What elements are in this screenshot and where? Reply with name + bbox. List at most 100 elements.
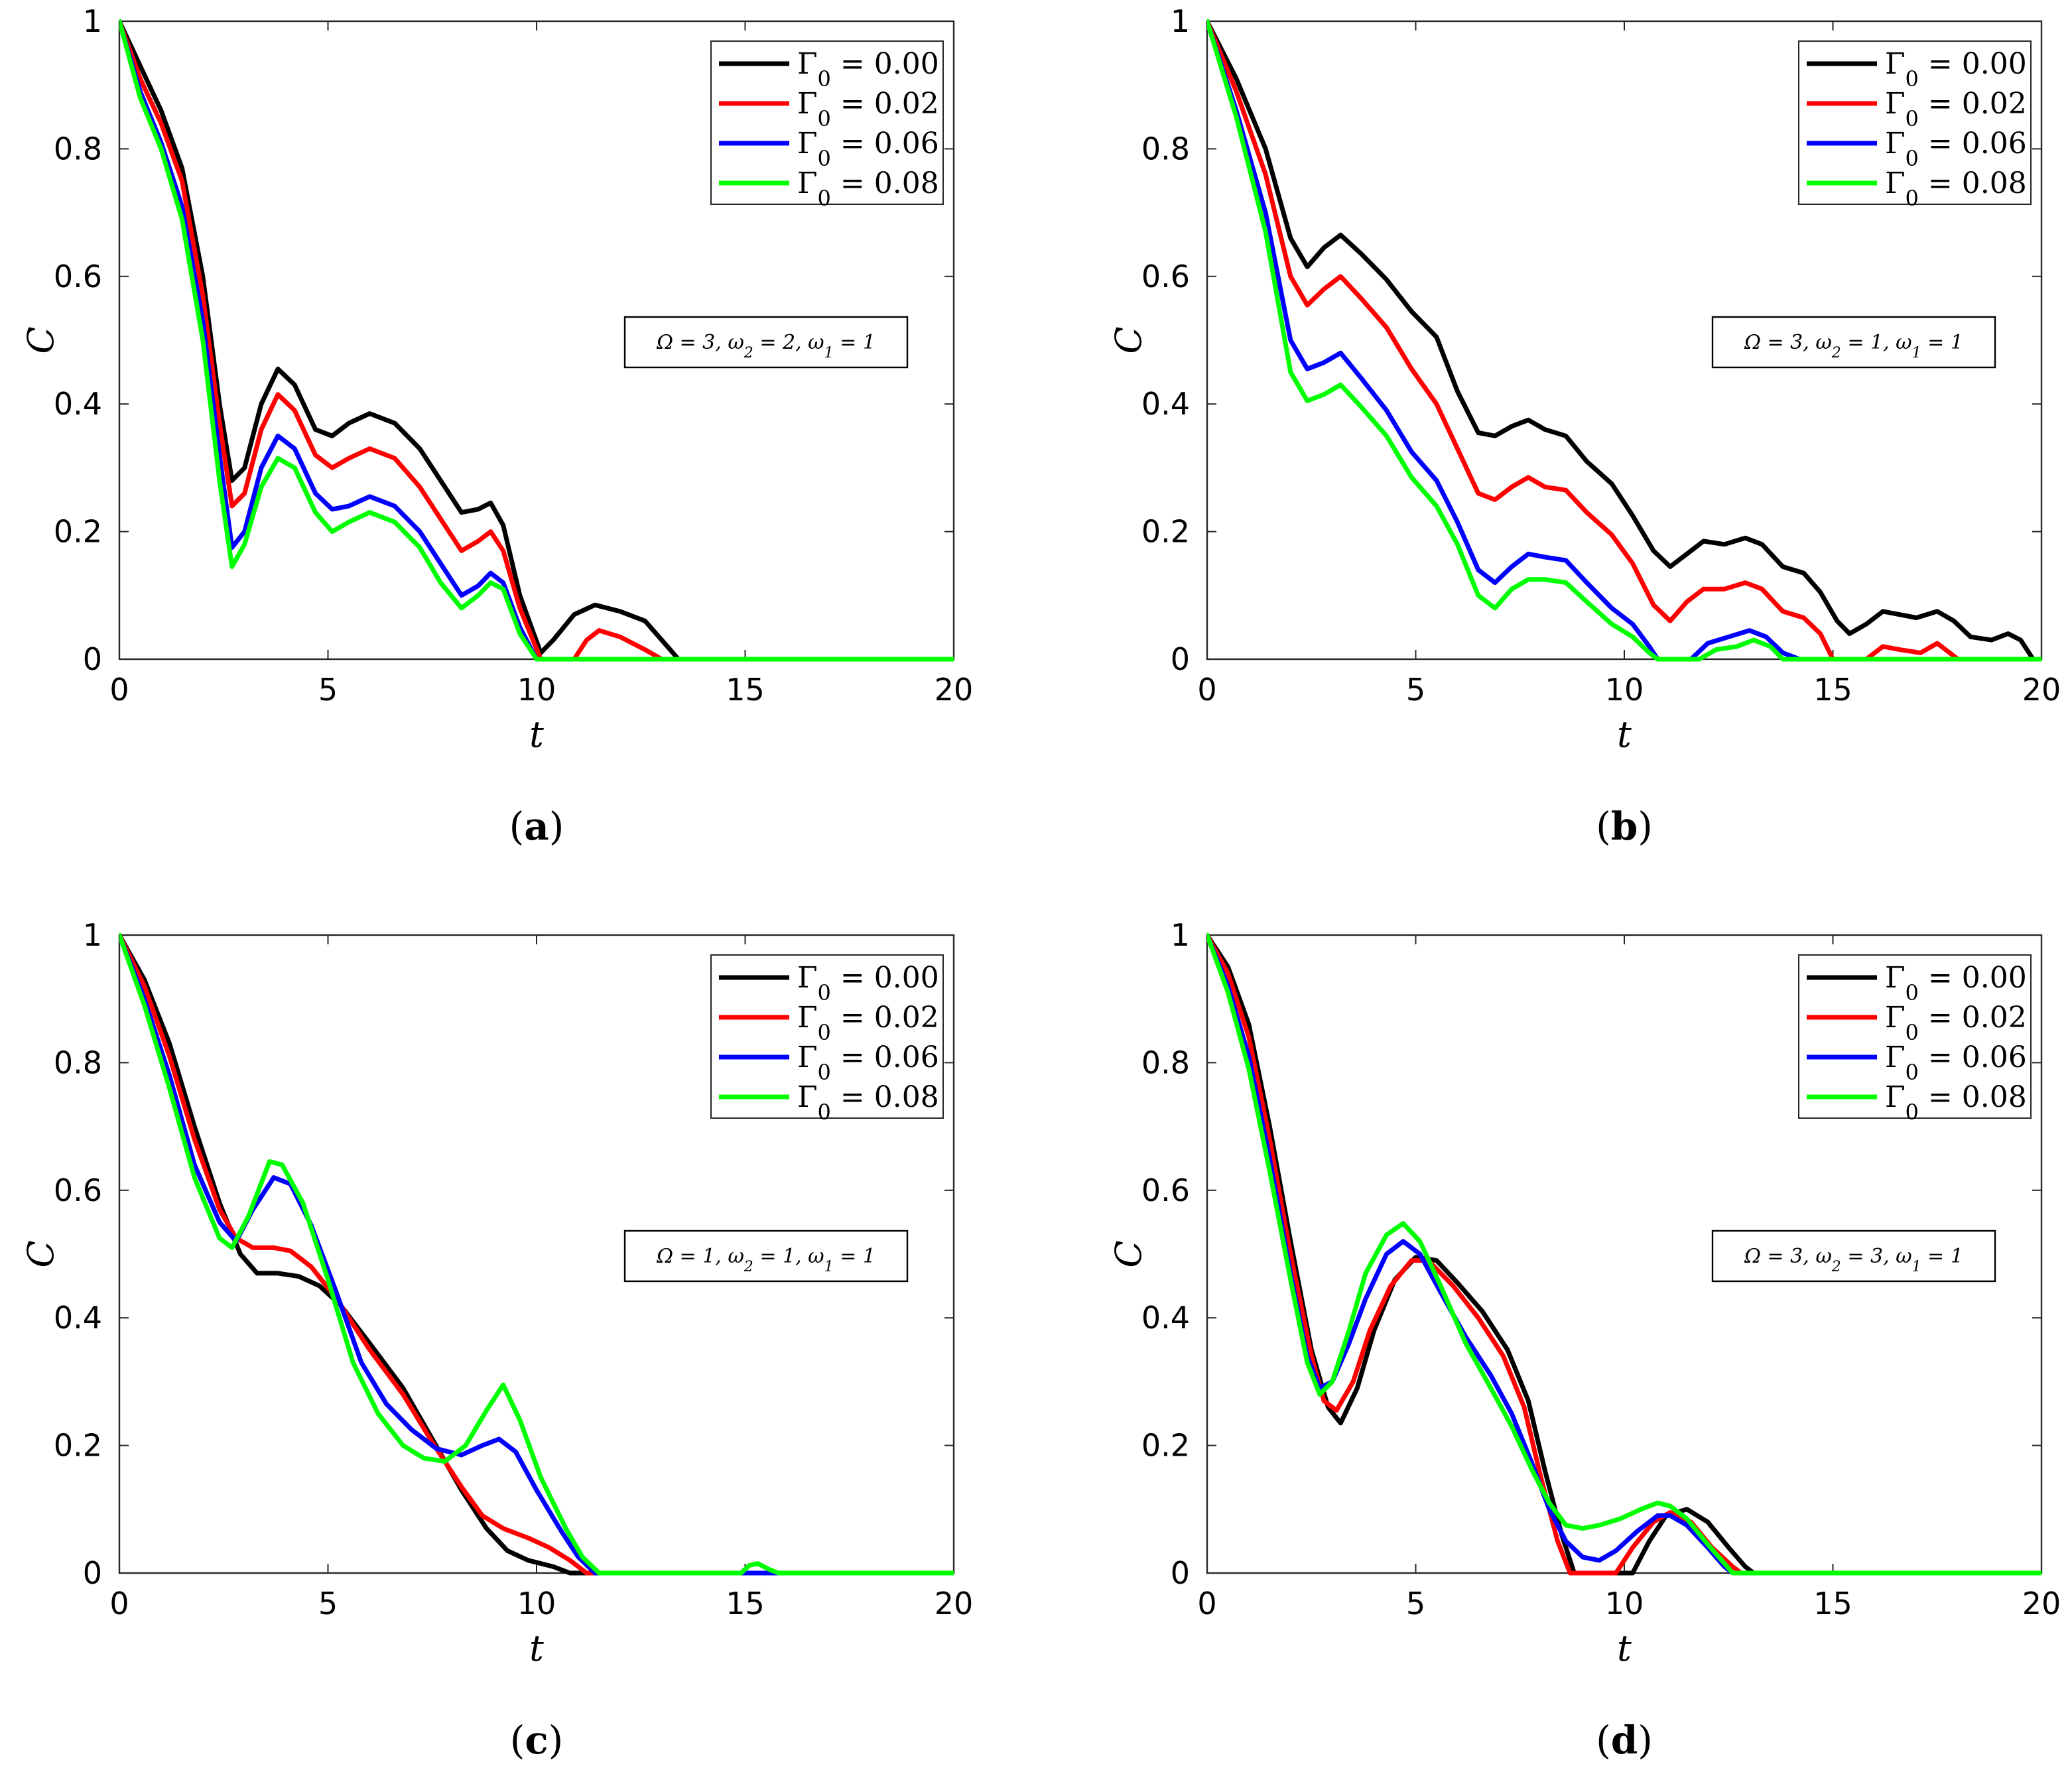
y-tick-label: 0 <box>83 641 102 677</box>
y-tick-label: 0.2 <box>1141 514 1190 550</box>
x-axis-label: t <box>1617 714 1632 755</box>
x-tick-label: 5 <box>318 1586 338 1621</box>
x-tick-label: 15 <box>726 672 765 708</box>
y-tick-label: 1 <box>1171 917 1190 953</box>
legend-label: Γ0 = 0.06 <box>1885 127 2027 171</box>
legend-label: Γ0 = 0.00 <box>797 961 939 1005</box>
series-line-0 <box>119 19 954 662</box>
y-tick-label: 0.8 <box>1141 1044 1190 1080</box>
series-line-1 <box>119 19 954 662</box>
y-tick-label: 1 <box>83 917 102 953</box>
legend-box <box>710 954 944 1119</box>
series-line-1 <box>119 932 954 1576</box>
annotation-box <box>1711 1230 1996 1283</box>
y-axis-label: C <box>1108 1240 1149 1267</box>
legend-label: Γ0 = 0.08 <box>797 166 939 211</box>
x-tick-label: 10 <box>517 672 556 708</box>
y-tick-label: 0.2 <box>54 514 102 550</box>
series-line-3 <box>119 932 954 1576</box>
y-tick-label: 0.2 <box>1141 1428 1190 1464</box>
x-tick-label: 10 <box>517 1586 556 1621</box>
legend-label: Γ0 = 0.08 <box>797 1080 939 1125</box>
x-tick-label: 5 <box>318 672 338 708</box>
series-line-3 <box>119 19 954 662</box>
series-line-1 <box>1207 932 2041 1576</box>
y-tick-label: 0.4 <box>54 386 102 422</box>
y-tick-label: 0 <box>83 1555 102 1591</box>
legend-label: Γ0 = 0.02 <box>797 1001 939 1045</box>
x-tick-label: 5 <box>1406 672 1425 708</box>
annotation-text: Ω = 1, ω2 = 1, ω1 = 1 <box>656 1245 875 1275</box>
y-tick-label: 1 <box>83 3 102 39</box>
annotation-text: Ω = 3, ω2 = 1, ω1 = 1 <box>1744 331 1963 361</box>
x-tick-label: 15 <box>726 1586 765 1621</box>
annotation-box <box>623 1230 909 1283</box>
y-axis-label: C <box>20 1240 62 1267</box>
y-tick-label: 0.4 <box>54 1300 102 1336</box>
y-tick-label: 0 <box>1171 1555 1190 1591</box>
legend-label: Γ0 = 0.06 <box>797 1041 939 1085</box>
legend-box <box>1798 40 2032 205</box>
legend-label: Γ0 = 0.00 <box>797 47 939 92</box>
y-tick-label: 1 <box>1171 3 1190 39</box>
panel-label: (d) <box>1596 1718 1653 1763</box>
annotation-text: Ω = 3, ω2 = 3, ω1 = 1 <box>1744 1245 1963 1275</box>
y-tick-label: 0.8 <box>54 131 102 166</box>
legend-box <box>710 40 944 205</box>
legend-box <box>1798 954 2032 1119</box>
series-line-2 <box>119 932 954 1576</box>
annotation-box <box>1711 316 1996 369</box>
x-tick-label: 20 <box>2022 672 2061 708</box>
y-tick-label: 0.4 <box>1141 386 1190 422</box>
x-tick-label: 10 <box>1605 672 1644 708</box>
x-tick-label: 0 <box>109 1586 129 1621</box>
series-line-0 <box>1207 19 2041 662</box>
x-axis-label: t <box>1617 1627 1632 1669</box>
legend-label: Γ0 = 0.06 <box>1885 1041 2027 1085</box>
x-tick-label: 0 <box>1197 1586 1216 1621</box>
x-tick-label: 15 <box>1813 1586 1852 1621</box>
x-tick-label: 20 <box>935 1586 974 1621</box>
x-axis-label: t <box>529 1627 544 1669</box>
legend-label: Γ0 = 0.02 <box>797 87 939 131</box>
y-tick-label: 0.6 <box>1141 1172 1190 1208</box>
legend-label: Γ0 = 0.02 <box>1885 1001 2027 1045</box>
annotation-text: Ω = 3, ω2 = 2, ω1 = 1 <box>656 331 875 361</box>
y-axis-label: C <box>1108 326 1149 353</box>
x-tick-label: 0 <box>109 672 129 708</box>
y-tick-label: 0.2 <box>54 1428 102 1464</box>
legend-label: Γ0 = 0.02 <box>1885 87 2027 131</box>
legend-label: Γ0 = 0.00 <box>1885 47 2027 92</box>
legend-label: Γ0 = 0.00 <box>1885 961 2027 1005</box>
x-tick-label: 5 <box>1406 1586 1425 1621</box>
y-tick-label: 0.6 <box>54 259 102 294</box>
x-tick-label: 10 <box>1605 1586 1644 1621</box>
series-line-2 <box>1207 19 2041 662</box>
y-tick-label: 0.8 <box>54 1044 102 1080</box>
x-tick-label: 0 <box>1197 672 1216 708</box>
series-line-1 <box>1207 19 2041 662</box>
y-tick-label: 0 <box>1171 641 1190 677</box>
panel-label: (b) <box>1596 804 1653 849</box>
x-axis-label: t <box>529 714 544 755</box>
y-tick-label: 0.8 <box>1141 131 1190 166</box>
legend-label: Γ0 = 0.08 <box>1885 1080 2027 1125</box>
series-line-3 <box>1207 932 2041 1576</box>
y-tick-label: 0.6 <box>1141 259 1190 294</box>
legend-label: Γ0 = 0.08 <box>1885 166 2027 211</box>
y-axis-label: C <box>20 326 62 353</box>
series-line-3 <box>1207 19 2041 662</box>
series-line-2 <box>119 19 954 662</box>
x-tick-label: 20 <box>935 672 974 708</box>
annotation-box <box>623 316 909 369</box>
x-tick-label: 15 <box>1813 672 1852 708</box>
y-tick-label: 0.6 <box>54 1172 102 1208</box>
legend-label: Γ0 = 0.06 <box>797 127 939 171</box>
y-tick-label: 0.4 <box>1141 1300 1190 1336</box>
panel-label: (a) <box>509 804 564 849</box>
